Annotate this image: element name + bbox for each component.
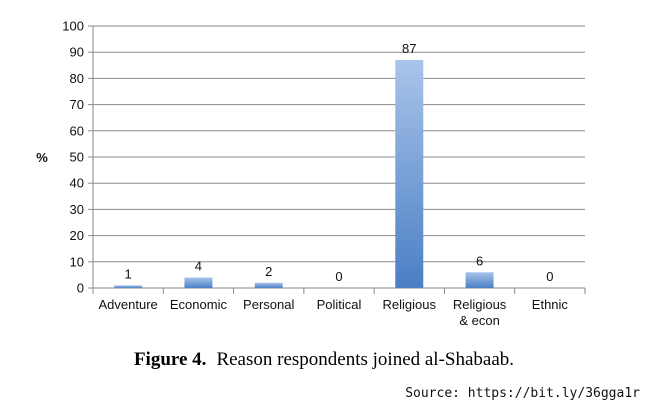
data-label: 2 (265, 264, 272, 279)
figure-caption: Figure 4. Reason respondents joined al-Sh… (0, 349, 648, 371)
data-label: 87 (402, 41, 416, 56)
category-label-line: Political (317, 297, 362, 312)
category-label: Adventure (99, 297, 158, 312)
category-label: Religious (383, 297, 437, 312)
category-label: Religious & econ (453, 297, 507, 328)
y-tick-label: 70 (70, 97, 84, 112)
data-label: 4 (195, 259, 202, 274)
category-label: Ethnic (532, 297, 569, 312)
bar (465, 272, 494, 288)
y-tick-label: 80 (70, 71, 84, 86)
y-tick-label: 10 (70, 254, 84, 269)
category-label-line: Personal (243, 297, 294, 312)
y-tick-label: 90 (70, 45, 84, 60)
category-label: Political (317, 297, 362, 312)
y-tick-label: 20 (70, 228, 84, 243)
y-tick-label: 40 (70, 176, 84, 191)
y-tick-label: 0 (77, 281, 84, 296)
bar (184, 277, 213, 288)
y-axis-label: % (36, 150, 48, 165)
category-label: Personal (243, 297, 294, 312)
data-label: 0 (335, 269, 342, 284)
y-tick-label: 60 (70, 123, 84, 138)
bar-chart: 01020304050607080901001Adventure4Economi… (36, 19, 586, 329)
category-label-line: Economic (170, 297, 228, 312)
bar (114, 285, 143, 288)
gridlines (93, 25, 585, 263)
category-label-line: Religious (383, 297, 437, 312)
data-label: 6 (476, 253, 483, 268)
category-label-line: Ethnic (532, 297, 569, 312)
bar (395, 60, 424, 289)
y-tick-label: 100 (62, 19, 84, 34)
category-label-line: Religious (453, 297, 507, 312)
bar (254, 282, 283, 288)
data-label: 1 (125, 266, 132, 281)
source-note: Source: https://bit.ly/36gga1r (405, 386, 640, 401)
y-tick-label: 50 (70, 150, 84, 165)
y-tick-label: 30 (70, 202, 84, 217)
category-label-line: & econ (459, 313, 499, 328)
category-label: Economic (170, 297, 228, 312)
labels: 01020304050607080901001Adventure4Economi… (62, 19, 568, 329)
figure-caption-text: Reason respondents joined al-Shabaab. (216, 349, 515, 370)
bars (114, 60, 494, 289)
data-label: 0 (546, 269, 553, 284)
category-label-line: Adventure (99, 297, 158, 312)
figure-label: Figure 4. (133, 349, 207, 370)
axes (88, 25, 586, 294)
